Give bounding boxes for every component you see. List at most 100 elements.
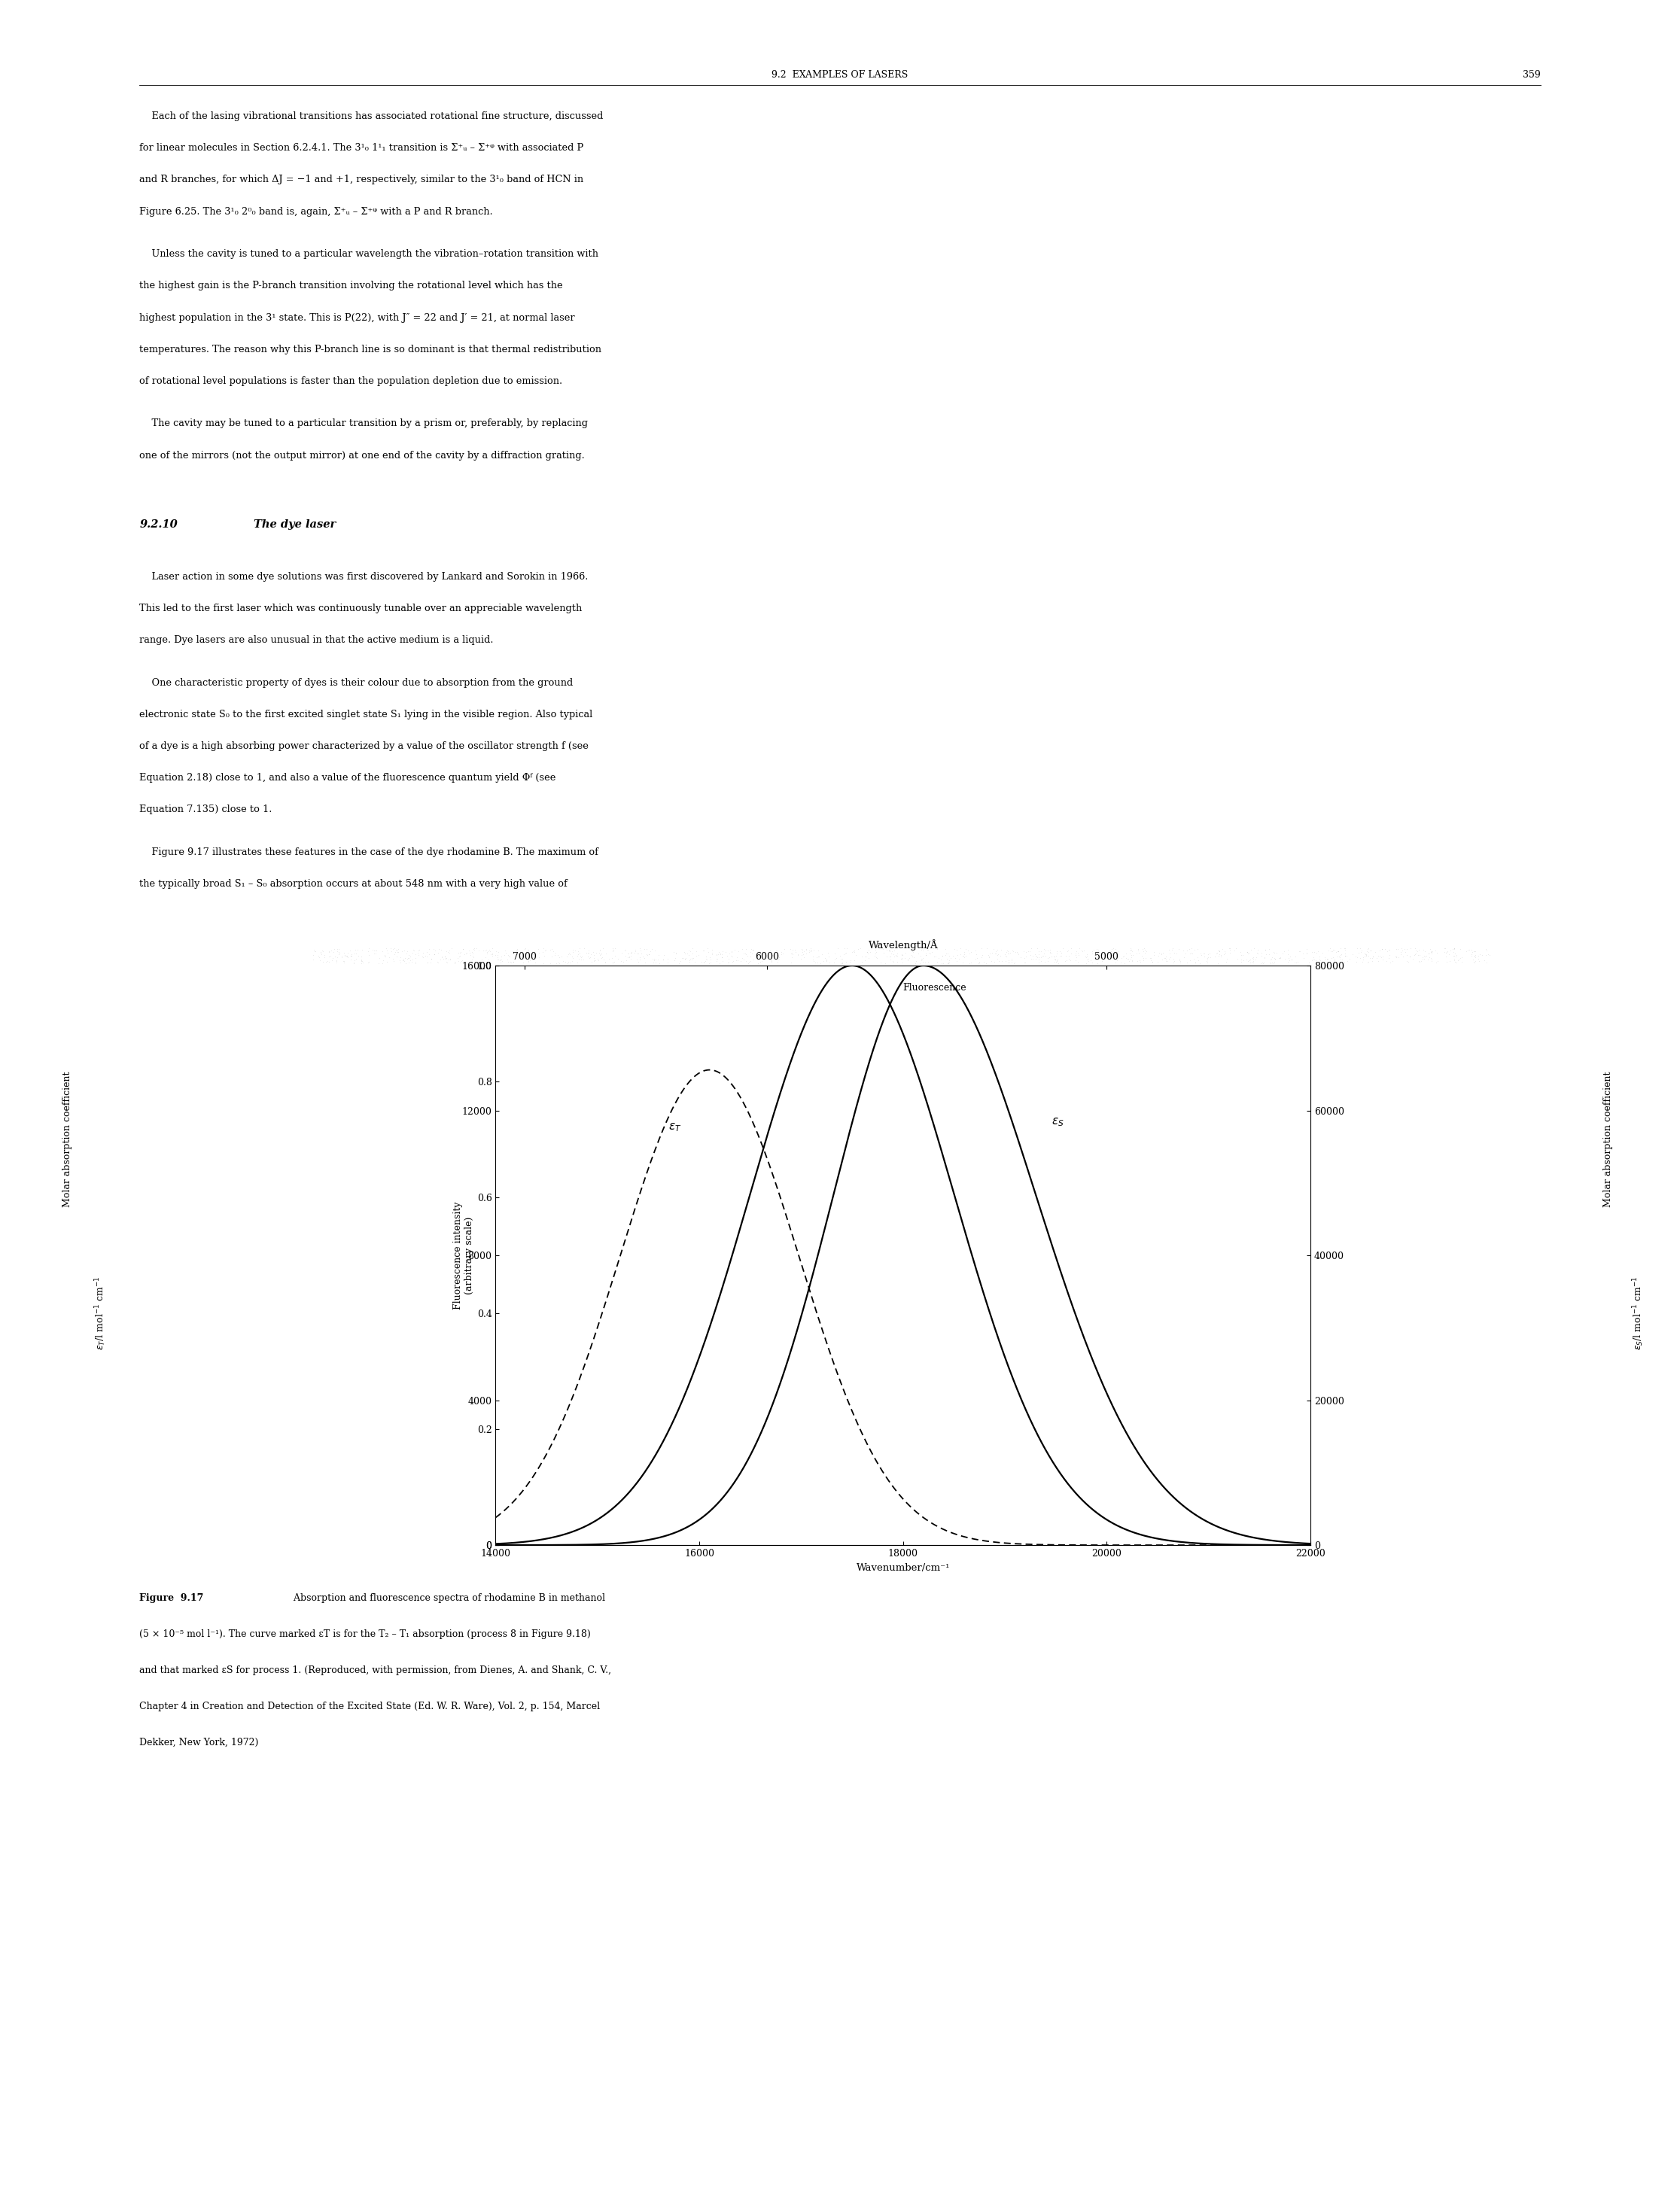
Point — [390, 934, 417, 969]
Point — [1173, 936, 1200, 971]
Point — [625, 945, 652, 980]
Text: Figure  9.17: Figure 9.17 — [139, 1592, 203, 1603]
Point — [706, 945, 732, 980]
Text: Laser action in some dye solutions was first discovered by Lankard and Sorokin i: Laser action in some dye solutions was f… — [139, 571, 588, 582]
Point — [1104, 934, 1131, 969]
Point — [899, 938, 926, 973]
Point — [1356, 934, 1383, 969]
Point — [402, 936, 428, 971]
Point — [734, 938, 761, 973]
Point — [778, 932, 805, 967]
Point — [600, 945, 627, 980]
Point — [1462, 945, 1488, 980]
Point — [1331, 932, 1357, 967]
Point — [1369, 932, 1396, 967]
Point — [654, 940, 680, 975]
Point — [454, 936, 480, 971]
Point — [690, 934, 717, 969]
Point — [628, 936, 655, 971]
Point — [600, 945, 627, 980]
Point — [1299, 943, 1326, 978]
Point — [449, 945, 475, 980]
Point — [1295, 945, 1322, 980]
Point — [633, 938, 660, 973]
Point — [995, 943, 1021, 978]
Point — [1361, 934, 1388, 969]
Point — [632, 932, 659, 967]
Point — [309, 934, 336, 969]
Point — [1057, 943, 1084, 978]
Point — [800, 938, 827, 973]
Point — [690, 945, 717, 980]
Point — [1194, 940, 1221, 975]
Point — [1404, 934, 1431, 969]
Point — [323, 943, 349, 978]
Point — [1403, 934, 1430, 969]
Point — [864, 940, 890, 975]
Point — [479, 938, 506, 973]
Point — [316, 934, 343, 969]
Point — [1016, 934, 1043, 969]
Point — [321, 932, 348, 967]
Point — [689, 934, 716, 969]
Point — [1290, 936, 1317, 971]
Point — [1287, 934, 1314, 969]
Point — [838, 934, 865, 969]
Point — [1181, 932, 1208, 967]
Point — [1156, 932, 1183, 967]
Point — [445, 943, 472, 978]
Point — [1137, 940, 1164, 975]
Point — [932, 936, 959, 971]
Point — [1326, 934, 1352, 969]
Point — [1282, 945, 1309, 980]
Point — [1168, 945, 1194, 980]
Point — [995, 945, 1021, 980]
Point — [954, 934, 981, 969]
Point — [1095, 936, 1122, 971]
Point — [1010, 934, 1037, 969]
Point — [1443, 938, 1470, 973]
Point — [1245, 932, 1272, 967]
Point — [365, 945, 391, 980]
Point — [1129, 932, 1156, 967]
Point — [417, 945, 444, 980]
Point — [848, 938, 875, 973]
Point — [356, 945, 383, 980]
Point — [904, 936, 931, 971]
Point — [402, 945, 428, 980]
Point — [758, 945, 785, 980]
Point — [1257, 945, 1284, 980]
Point — [1191, 936, 1218, 971]
Point — [618, 934, 645, 969]
Point — [600, 934, 627, 969]
Point — [889, 940, 916, 975]
Point — [509, 945, 536, 980]
Point — [1206, 932, 1233, 967]
Point — [1418, 943, 1445, 978]
Point — [311, 938, 338, 973]
Point — [559, 940, 586, 975]
Point — [732, 936, 759, 971]
Point — [884, 945, 911, 980]
Point — [1236, 932, 1263, 967]
Point — [1131, 940, 1158, 975]
Point — [432, 938, 459, 973]
Point — [953, 932, 979, 967]
Point — [946, 943, 973, 978]
Point — [1275, 936, 1302, 971]
Point — [642, 934, 669, 969]
Point — [810, 945, 837, 980]
Point — [1032, 938, 1058, 973]
Point — [354, 932, 381, 967]
Point — [1043, 945, 1070, 980]
Point — [484, 934, 511, 969]
Point — [942, 932, 969, 967]
Point — [1462, 938, 1488, 973]
Point — [1467, 936, 1494, 971]
Point — [1121, 938, 1147, 973]
Point — [1396, 938, 1423, 973]
Point — [1164, 932, 1191, 967]
Text: electronic state S₀ to the first excited singlet state S₁ lying in the visible r: electronic state S₀ to the first excited… — [139, 709, 593, 720]
Point — [564, 945, 591, 980]
Point — [617, 938, 643, 973]
